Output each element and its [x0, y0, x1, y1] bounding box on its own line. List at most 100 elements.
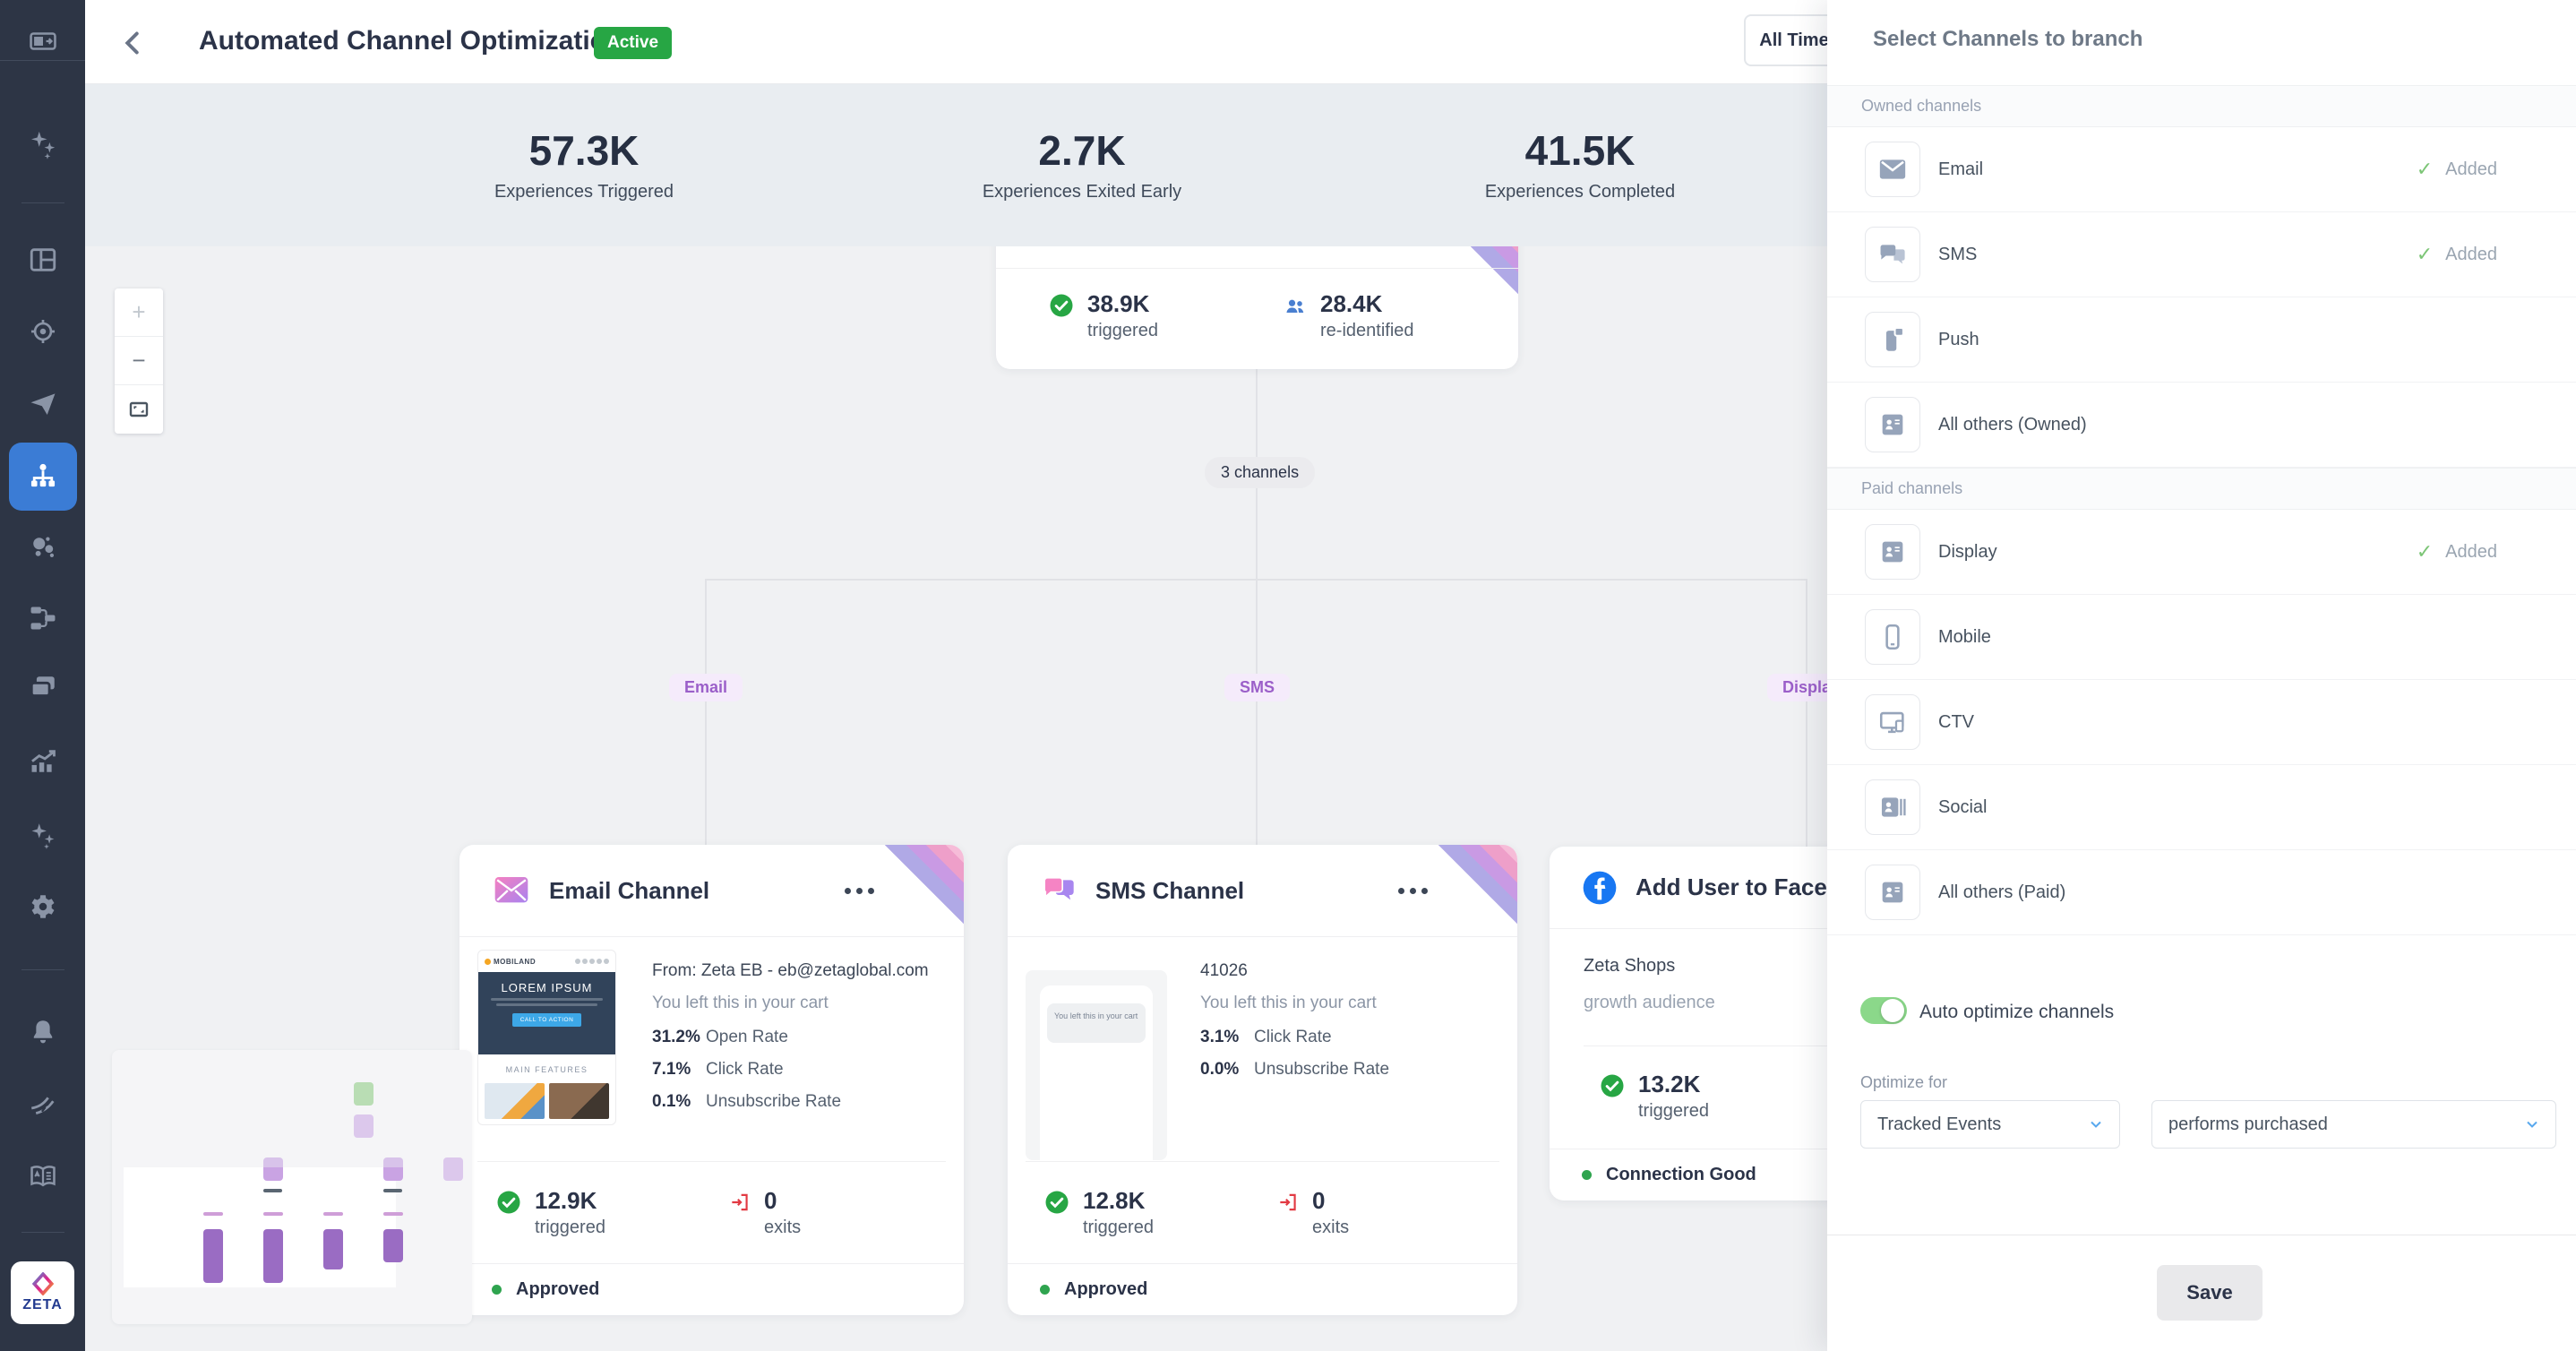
channel-row-social[interactable]: Social [1827, 765, 2576, 850]
channel-row-ctv[interactable]: CTV [1827, 680, 2576, 765]
sidebar-item-journeys-active[interactable] [9, 443, 77, 511]
branch-label-sms[interactable]: SMS [1224, 674, 1291, 701]
status-dot-icon [1040, 1285, 1050, 1295]
channel-row-all-owned[interactable]: All others (Owned) [1827, 383, 2576, 468]
card-header: SMS Channel [1008, 845, 1517, 937]
text-line [491, 998, 603, 1001]
card-title: Email Channel [549, 876, 710, 904]
auto-optimize-label: Auto optimize channels [1919, 1002, 2115, 1022]
zoom-in-button[interactable]: + [115, 288, 163, 337]
divider [996, 268, 1518, 269]
zoom-out-button[interactable]: − [115, 337, 163, 385]
trigger-node[interactable]: 38.9K triggered 28.4K re-identified [996, 246, 1518, 369]
target-icon[interactable] [28, 316, 58, 347]
road-icon[interactable] [28, 1089, 58, 1119]
templates-icon[interactable] [28, 673, 58, 703]
channel-count-pill[interactable]: 3 channels [1205, 457, 1316, 488]
added-indicator: ✓ Added [2416, 243, 2497, 265]
minimap-node [354, 1114, 374, 1138]
zeta-logo[interactable]: ZETA [11, 1261, 74, 1324]
branch-label-email[interactable]: Email [669, 674, 743, 701]
back-button[interactable] [117, 27, 150, 59]
ctv-icon [1865, 694, 1920, 750]
dashboard-icon[interactable] [28, 245, 58, 275]
zeta-diamond-icon [31, 1272, 54, 1295]
sms-channel-node[interactable]: SMS Channel You left this in your cart 4… [1008, 845, 1517, 1315]
divider [477, 1161, 946, 1162]
status-text: Approved [1064, 1279, 1148, 1299]
channel-row-display[interactable]: Display ✓ Added [1827, 510, 2576, 595]
sms-preview[interactable]: You left this in your cart [1026, 970, 1167, 1160]
zeta-wordmark: ZETA [22, 1297, 63, 1312]
book-icon[interactable] [28, 1161, 58, 1192]
envelope-icon [494, 877, 528, 903]
chevron-down-icon [2091, 1121, 2101, 1128]
canvas-zoom-controls: + − [115, 288, 163, 434]
cta-button: CALL TO ACTION [511, 1013, 582, 1027]
minimap-node [263, 1189, 282, 1192]
save-button[interactable]: Save [2157, 1265, 2263, 1321]
social-dots-icon [575, 959, 609, 964]
audience-name: Zeta Shops [1584, 956, 1676, 976]
analytics-icon[interactable] [28, 745, 58, 776]
brand-dot-icon [485, 958, 491, 965]
metric-dropdown[interactable]: Tracked Events [1860, 1100, 2120, 1149]
card-header: Email Channel [459, 845, 964, 937]
mobile-icon [1865, 609, 1920, 665]
people-icon [1286, 299, 1304, 313]
status-badge: Active [594, 27, 673, 59]
channel-row-sms[interactable]: SMS ✓ Added [1827, 212, 2576, 297]
minimap-node [263, 1212, 283, 1216]
minimap-node [383, 1157, 403, 1181]
branch-label-display[interactable]: Display [1767, 674, 1827, 701]
select-channels-panel: Select Channels to branch Owned channels… [1827, 0, 2576, 1351]
workflow-icon[interactable] [28, 603, 58, 633]
connector [1256, 579, 1258, 845]
card-header: Add User to Faceb [1550, 847, 1827, 929]
minimap[interactable] [112, 1050, 472, 1324]
event-dropdown[interactable]: performs purchased [2151, 1100, 2556, 1149]
sparkles-icon[interactable] [28, 820, 58, 850]
more-menu-icon[interactable] [1398, 887, 1428, 894]
minimap-node [383, 1189, 402, 1192]
page-title: Automated Channel Optimization [199, 26, 623, 56]
more-menu-icon[interactable] [845, 887, 874, 894]
journey-canvas[interactable]: + − 38.9K triggered 28.4K re-identified … [85, 246, 1827, 1351]
exits-stat: 0 exits [728, 1187, 801, 1238]
send-icon[interactable] [28, 389, 58, 419]
app-sidebar: ZETA [0, 0, 85, 1351]
facebook-audience-node[interactable]: Add User to Faceb Zeta Shops growth audi… [1550, 847, 1827, 1200]
check-circle-icon [497, 1191, 520, 1214]
message-bubble: You left this in your cart [1047, 1003, 1146, 1043]
added-indicator: ✓ Added [2416, 540, 2497, 563]
trigger-stat: 38.9K triggered [1048, 290, 1158, 341]
added-indicator: ✓ Added [2416, 158, 2497, 180]
minimap-viewport [124, 1167, 396, 1287]
shortcode: 41026 [1200, 961, 1248, 980]
channel-row-mobile[interactable]: Mobile [1827, 595, 2576, 680]
minimap-node [263, 1157, 283, 1181]
panel-toggle-icon[interactable] [28, 26, 58, 56]
sparkles-icon[interactable] [28, 129, 58, 159]
bell-icon[interactable] [28, 1017, 58, 1047]
settings-icon[interactable] [28, 891, 58, 922]
divider [21, 1232, 64, 1233]
divider [0, 60, 85, 61]
fit-view-button[interactable] [115, 385, 163, 434]
audience-icon[interactable] [28, 532, 58, 563]
channel-row-email[interactable]: Email ✓ Added [1827, 127, 2576, 212]
auto-optimize-toggle[interactable] [1860, 997, 1907, 1024]
channel-row-all-paid[interactable]: All others (Paid) [1827, 850, 2576, 935]
divider [21, 202, 64, 203]
check-circle-icon [1601, 1074, 1624, 1097]
exit-icon [1280, 1193, 1296, 1211]
phone-frame: You left this in your cart [1040, 985, 1153, 1160]
email-preview[interactable]: MOBILAND LOREM IPSUM CALL TO ACTION MAIN… [477, 950, 616, 1125]
email-channel-node[interactable]: Email Channel MOBILAND LOREM IPSUM CALL … [459, 845, 964, 1315]
channel-row-push[interactable]: Push [1827, 297, 2576, 383]
facebook-icon [1583, 871, 1617, 904]
minimap-node [323, 1212, 343, 1216]
minimap-node [443, 1157, 463, 1181]
fit-view-icon [129, 401, 149, 417]
status-text: Connection Good [1606, 1165, 1756, 1184]
